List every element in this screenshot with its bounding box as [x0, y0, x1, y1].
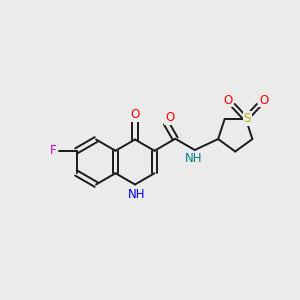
Text: O: O — [130, 108, 140, 122]
Text: NH: NH — [184, 152, 202, 166]
Text: O: O — [259, 94, 268, 106]
Text: O: O — [223, 94, 232, 106]
Text: S: S — [244, 112, 251, 125]
Text: NH: NH — [128, 188, 145, 201]
Text: F: F — [50, 144, 56, 157]
Text: O: O — [165, 111, 175, 124]
